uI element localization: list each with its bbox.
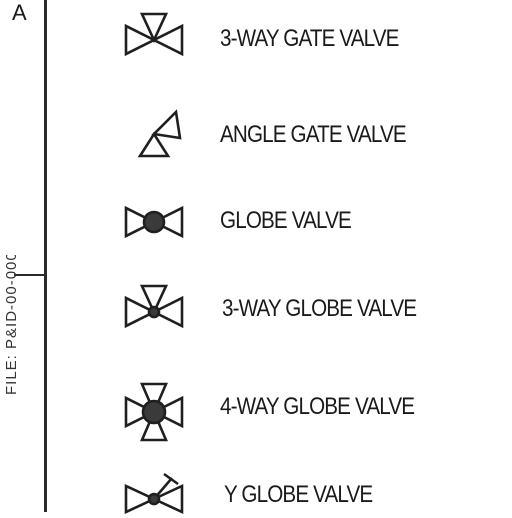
y-globe-valve-icon — [124, 472, 184, 515]
three-way-globe-valve-icon — [124, 284, 184, 329]
three-way-gate-valve-icon — [124, 12, 184, 57]
zone-label: A — [12, 0, 27, 25]
legend-row-globe-valve: GLOBE VALVE — [0, 196, 512, 244]
legend-row-4-way-globe-valve: 4-WAY GLOBE VALVE — [0, 382, 512, 442]
zone-tick — [14, 274, 46, 276]
four-way-globe-valve-icon — [124, 382, 184, 442]
legend-label: GLOBE VALVE — [220, 207, 352, 234]
legend-label: 4-WAY GLOBE VALVE — [220, 393, 415, 420]
legend-label: ANGLE GATE VALVE — [220, 121, 407, 148]
angle-gate-valve-icon — [137, 109, 182, 158]
legend-label: 3-WAY GLOBE VALVE — [222, 295, 417, 322]
legend-row-3-way-gate-valve: 3-WAY GATE VALVE — [0, 12, 512, 62]
globe-valve-icon — [124, 205, 184, 239]
legend-row-angle-gate-valve: ANGLE GATE VALVE — [0, 109, 512, 158]
border-line — [44, 0, 47, 512]
legend-row-y-globe-valve: Y GLOBE VALVE — [0, 470, 512, 518]
legend-label: Y GLOBE VALVE — [224, 481, 373, 508]
legend-row-3-way-globe-valve: 3-WAY GLOBE VALVE — [0, 284, 512, 332]
legend-label: 3-WAY GATE VALVE — [220, 25, 399, 52]
